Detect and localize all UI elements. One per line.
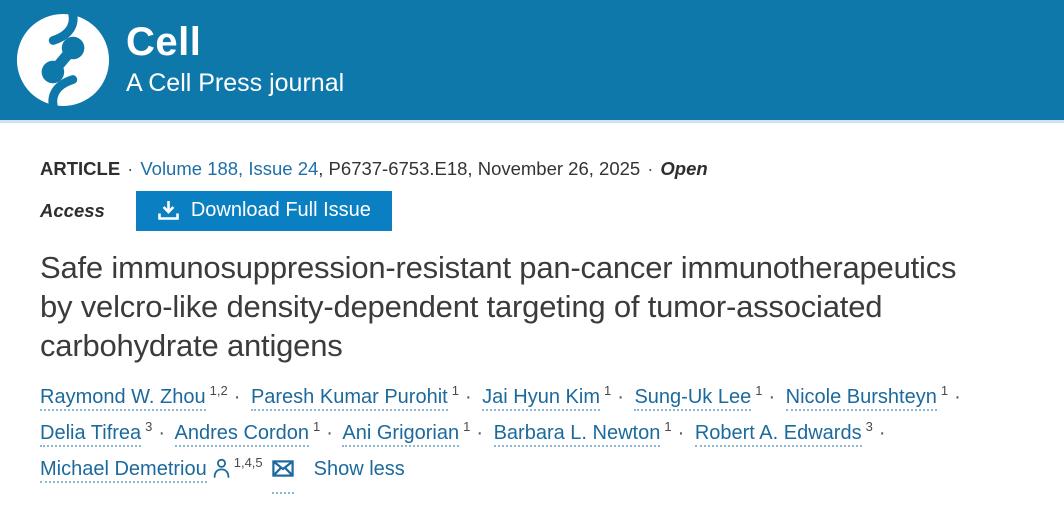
affiliation-superscript: 3 — [145, 419, 153, 435]
author: Barbara L. Newton 1 · — [493, 419, 690, 447]
author-separator: · — [677, 422, 685, 444]
article-meta-line1: ARTICLE · Volume 188, Issue 24, P6737-6753… — [40, 156, 1040, 182]
author-separator: · — [768, 386, 776, 408]
open-access-badge: Open — [660, 158, 708, 179]
author: Raymond W. Zhou 1,2 · — [40, 383, 245, 411]
author-link[interactable]: Michael Demetriou — [40, 458, 207, 483]
article-type-label: ARTICLE — [40, 158, 121, 179]
affiliation-superscript: 1 — [463, 419, 471, 435]
affiliation-superscript: 1 — [603, 383, 612, 399]
author-corresponding: Michael Demetriou 1,4,5 Show less — [40, 455, 405, 494]
author-profile-link[interactable] — [213, 454, 230, 490]
author-link[interactable]: Jai Hyun Kim — [482, 386, 600, 411]
affiliation-superscript: 1 — [664, 419, 672, 435]
journal-name: Cell — [126, 19, 202, 64]
author-list: Raymond W. Zhou 1,2 · Paresh Kumar Purohit… — [40, 379, 1035, 494]
author-link[interactable]: Delia Tifrea — [40, 422, 142, 447]
download-button-label: Download Full Issue — [190, 199, 371, 221]
affiliation-superscript: 1 — [755, 383, 763, 399]
author: Nicole Burshteyn 1 · — [785, 383, 966, 411]
download-full-issue-button[interactable]: Download Full Issue — [135, 191, 392, 231]
volume-issue-link[interactable]: Volume 188, Issue 24 — [140, 158, 319, 179]
author-separator: · — [464, 386, 472, 408]
author-link[interactable]: Ani Grigorian — [342, 422, 460, 447]
meta-separator: · — [647, 158, 654, 179]
article-header-section: ARTICLE · Volume 188, Issue 24, P6737-6753… — [0, 123, 1064, 494]
author: Robert A. Edwards 3 · — [694, 419, 891, 447]
author-link[interactable]: Nicole Burshteyn — [785, 386, 937, 411]
article-meta-line2: Access Download Full Issue — [40, 191, 1040, 231]
affiliation-superscript: 1,2 — [209, 383, 228, 399]
envelope-icon — [271, 460, 294, 477]
author: Delia Tifrea 3 · — [40, 419, 170, 447]
email-author-link[interactable] — [271, 453, 294, 494]
open-access-badge: Access — [40, 200, 105, 221]
author-link[interactable]: Robert A. Edwards — [694, 422, 862, 447]
author-separator: · — [878, 422, 886, 444]
author-separator: · — [617, 386, 624, 408]
affiliation-superscript: 1 — [940, 383, 949, 399]
meta-separator: · — [127, 158, 134, 179]
affiliation-superscript: 1 — [313, 419, 321, 435]
author-link[interactable]: Andres Cordon — [174, 422, 310, 447]
masthead-text: Cell A Cell Press journal — [126, 19, 344, 102]
author-link[interactable]: Raymond W. Zhou — [40, 386, 206, 411]
cell-press-logo[interactable] — [14, 3, 112, 117]
affiliation-superscript: 1 — [451, 383, 459, 399]
article-meta: ARTICLE · Volume 188, Issue 24, P6737-6753… — [40, 156, 1040, 231]
affiliation-superscript: 1,4,5 — [233, 455, 263, 471]
affiliation-superscript: 3 — [865, 419, 873, 435]
author-separator: · — [326, 422, 333, 444]
author: Ani Grigorian 1 · — [342, 419, 488, 447]
person-icon — [213, 458, 230, 478]
author-link[interactable]: Paresh Kumar Purohit — [250, 386, 448, 411]
author-separator: · — [954, 386, 961, 408]
author: Sung-Uk Lee 1 · — [634, 383, 780, 411]
journal-header: Cell A Cell Press journal — [0, 0, 1064, 123]
author-link[interactable]: Sung-Uk Lee — [634, 386, 752, 411]
author: Andres Cordon 1 · — [174, 419, 338, 447]
author-link[interactable]: Barbara L. Newton — [493, 422, 661, 447]
author-separator: · — [476, 422, 484, 444]
show-less-link[interactable]: Show less — [313, 458, 405, 480]
cell-press-logo-icon — [16, 3, 110, 117]
journal-tagline: A Cell Press journal — [126, 68, 345, 97]
citation-details: , P6737-6753.E18, November 26, 2025 — [318, 158, 641, 179]
author: Jai Hyun Kim 1 · — [482, 383, 629, 411]
author-separator: · — [158, 422, 166, 444]
download-icon — [158, 201, 179, 220]
article-title: Safe immunosuppression-resistant pan-can… — [40, 250, 957, 363]
author: Paresh Kumar Purohit 1 · — [250, 383, 477, 411]
author-separator: · — [233, 386, 241, 408]
